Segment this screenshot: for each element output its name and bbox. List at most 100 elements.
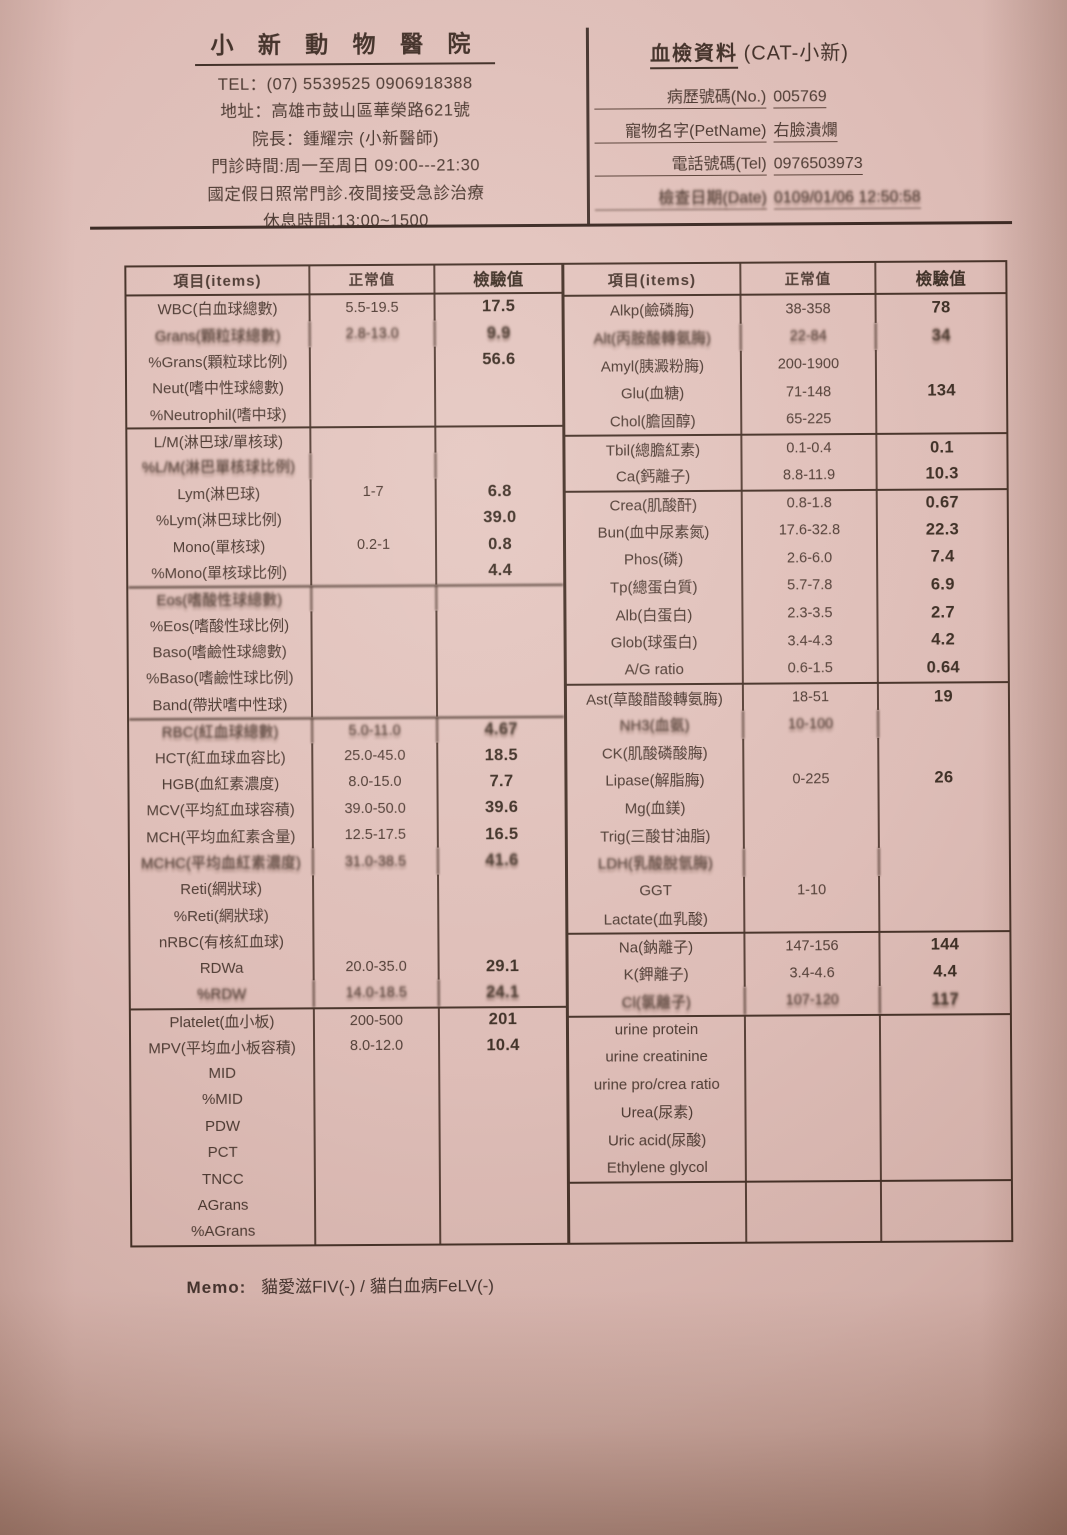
result-value-cell: [438, 636, 564, 663]
item-cell: Eos(嗜酸性球總數): [128, 586, 313, 613]
result-value-cell: 41.6: [485, 851, 519, 870]
clinic-name: 小 新 動 物 醫 院: [194, 30, 496, 66]
table-row: Ast(草酸醋酸轉氨脢) 18-51 19: [566, 681, 1009, 712]
item-cell: nRBC(有核紅血球): [130, 927, 315, 956]
item-cell: MCV(平均紅血球容積): [129, 795, 314, 824]
normal-range-cell: 0-225: [744, 765, 880, 794]
item-cell: LDH(乳酸脫氫脢): [567, 848, 746, 878]
normal-range-cell: [312, 663, 438, 691]
field-label: 電話號碼(Tel): [594, 149, 767, 177]
right-table-header: 項目(items) 正常值 檢驗值: [564, 262, 1006, 297]
result-value-cell: 16.5: [485, 824, 519, 843]
table-row: A/G ratio 0.6-1.5 0.64: [566, 654, 1008, 684]
table-row: Lipase(解脂脢) 0-225 26: [567, 764, 1008, 795]
right-results-table: 項目(items) 正常值 檢驗值 Alkp(鹼磷脢) 38-358 78: [561, 260, 1014, 1245]
item-cell: K(鉀離子): [568, 959, 746, 989]
result-value-cell: [880, 792, 1009, 820]
table-row: MCHC(平均血紅素濃度) 31.0-38.5 41.6: [129, 847, 565, 877]
item-cell: MCHC(平均血紅素濃度): [129, 848, 315, 877]
result-value-cell: 34: [931, 326, 951, 345]
normal-range-cell: [312, 636, 438, 665]
normal-range-cell: [315, 1164, 441, 1192]
field-value: 0976503973: [773, 154, 863, 176]
result-value-cell: [440, 1058, 566, 1085]
clinic-header: 小 新 動 物 醫 院 TEL：(07) 5539525 0906918388 …: [104, 30, 587, 237]
table-row: Chol(膽固醇) 65-225: [565, 405, 1006, 436]
table-row: Ethylene glycol: [569, 1151, 1011, 1182]
field-value: 005769: [773, 88, 827, 109]
item-cell: %Baso(嗜鹼性球比例): [128, 664, 313, 692]
item-cell: Mg(血鎂): [567, 793, 745, 823]
normal-range-cell: 10-100: [744, 709, 880, 739]
result-value-cell: 0.1: [929, 438, 954, 457]
result-value-cell: [439, 900, 565, 927]
clinic-tel-line: TEL：(07) 5539525 0906918388: [217, 73, 473, 94]
memo-text: 貓愛滋FIV(-) / 貓白血病FeLV(-): [261, 1276, 495, 1297]
table-row: MID: [131, 1058, 566, 1088]
normal-range-cell: [744, 737, 880, 766]
field-value: 0109/01/06 12:50:58: [773, 188, 921, 210]
report-field: 病歷號碼(No.) 005769: [594, 81, 1024, 117]
table-row: Na(鈉離子) 147-156 144: [568, 930, 1010, 961]
normal-range-cell: 0.1-0.4: [742, 435, 878, 462]
result-value-cell: 134: [927, 381, 956, 400]
result-value-cell: 4.4: [933, 962, 958, 981]
normal-range-cell: [311, 505, 437, 533]
normal-range-cell: [310, 373, 437, 401]
table-row: Uric acid(尿酸): [569, 1124, 1011, 1155]
result-value-cell: [440, 1111, 566, 1138]
item-cell: Grans(顆粒球總數): [126, 321, 311, 349]
item-cell: MID: [131, 1059, 316, 1088]
normal-range-cell: [314, 874, 440, 902]
item-cell: %RDW: [130, 980, 315, 1009]
result-value-cell: [880, 820, 1009, 848]
normal-range-cell: 0.8-1.8: [742, 490, 878, 517]
normal-range-cell: [745, 903, 881, 932]
result-value-cell: [881, 1041, 1010, 1069]
result-value-cell: [438, 689, 564, 716]
item-cell: Amyl(胰澱粉脢): [564, 351, 743, 380]
normal-range-cell: [312, 689, 439, 717]
field-value: 右臉潰爛: [773, 115, 838, 143]
result-value-cell: 7.7: [489, 772, 514, 791]
report-title-suffix: (CAT-小新): [743, 42, 850, 65]
result-value-cell: [881, 1015, 1010, 1041]
normal-range-cell: 8.8-11.9: [742, 460, 878, 490]
table-row: Lym(淋巴球) 1-7 6.8: [127, 478, 563, 507]
normal-range-cell: [315, 1138, 441, 1166]
table-row: Alt(丙胺酸轉氨脢) 22-84 34: [564, 322, 1006, 353]
left-table-header: 項目(items) 正常值 檢驗值: [126, 264, 562, 296]
item-cell: Ast(草酸醋酸轉氨脢): [566, 684, 745, 712]
item-cell: Alt(丙胺酸轉氨脢): [564, 323, 742, 353]
result-value-cell: [879, 737, 1008, 765]
table-row: L/M(淋巴球/單核球): [127, 425, 563, 455]
normal-range-cell: 14.0-18.5: [314, 979, 440, 1007]
report-header: 血檢資料 (CAT-小新) 病歷號碼(No.) 005769 寵物名字(PetN…: [594, 35, 1025, 218]
result-value-cell: 4.67: [484, 720, 518, 739]
item-cell: Alb(白蛋白): [566, 599, 744, 629]
table-row: Baso(嗜鹼性球總數): [128, 636, 564, 666]
table-row: Band(帶狀嗜中性球): [128, 689, 564, 718]
table-row: %Mono(單核球比例) 4.4: [128, 557, 563, 587]
result-value-cell: [877, 349, 1006, 377]
item-cell: Ca(鈣離子): [565, 461, 743, 491]
normal-range-cell: 71-148: [742, 377, 878, 407]
report-field: 寵物名字(PetName) 右臉潰爛: [594, 114, 1024, 150]
normal-range-cell: [745, 1015, 882, 1043]
normal-range-cell: [746, 1069, 882, 1098]
table-row: HCT(紅血球血容比) 25.0-45.0 18.5: [129, 742, 564, 771]
normal-range-cell: 25.0-45.0: [313, 742, 439, 770]
empty-cell: [882, 1181, 1011, 1241]
field-label: 寵物名字(PetName): [594, 116, 767, 144]
result-value-cell: [437, 585, 563, 610]
result-value-cell: 6.8: [487, 481, 512, 501]
table-row: %RDW 14.0-18.5 24.1: [130, 979, 566, 1009]
normal-range-cell: [744, 792, 880, 822]
item-cell: Ethylene glycol: [569, 1153, 747, 1182]
normal-range-cell: 12.5-17.5: [313, 821, 439, 849]
normal-range-cell: 200-1900: [741, 350, 878, 379]
table-row: Glob(球蛋白) 3.4-4.3 4.2: [566, 626, 1008, 657]
normal-range-cell: 22-84: [741, 322, 877, 352]
item-cell: Lym(淋巴球): [127, 479, 312, 507]
